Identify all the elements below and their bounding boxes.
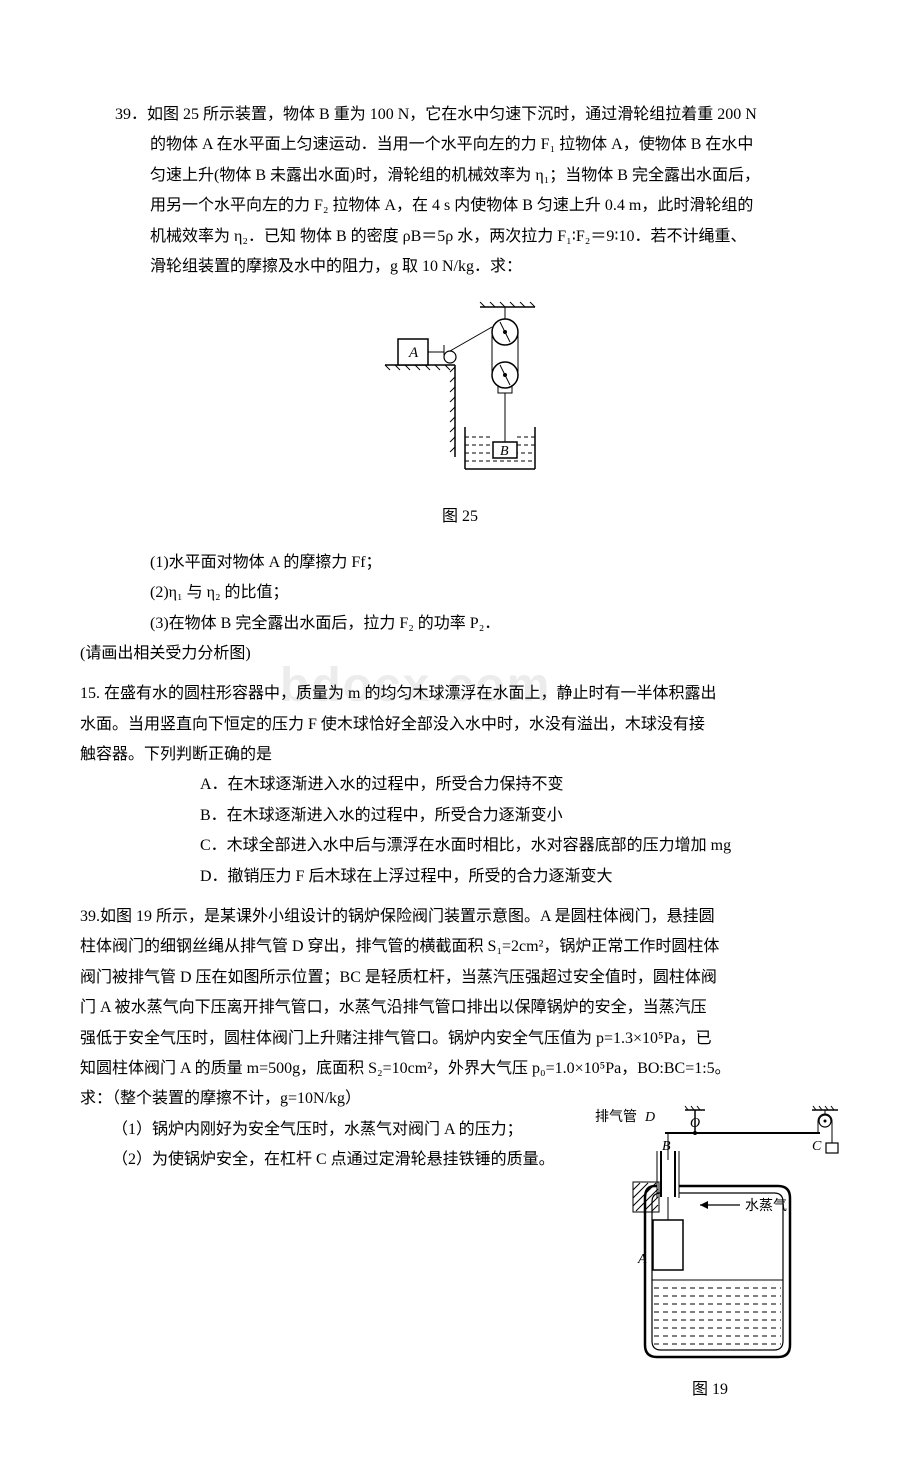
q39-text-l1: 如图 25 所示装置，物体 B 重为 100 N，它在水中匀速下沉时，通过滑轮组… (147, 106, 757, 123)
q39-line5: 机械效率为 η₂．已知 物体 B 的密度 ρB＝5ρ 水，两次拉力 F₁∶F₂＝… (80, 222, 840, 252)
figure-19: O B C 排气管 D (590, 1105, 840, 1375)
q39-line2: 的物体 A 在水平面上匀速运动．当用一个水平向左的力 F₁ 拉物体 A，使物体 … (80, 130, 840, 160)
q39b-line1: 39.如图 19 所示，是某课外小组设计的锅炉保险阀门装置示意图。A 是圆柱体阀… (80, 902, 840, 932)
q39-line3: 匀速上升(物体 B 未露出水面)时，滑轮组的机械效率为 η₁；当物体 B 完全露… (80, 161, 840, 191)
svg-text:O: O (690, 1116, 700, 1131)
q39-sub3: (3)在物体 B 完全露出水面后，拉力 F₂ 的功率 P₂． (80, 609, 840, 639)
problem-39b: 39.如图 19 所示，是某课外小组设计的锅炉保险阀门装置示意图。A 是圆柱体阀… (80, 902, 840, 1405)
q39b-line4: 门 A 被水蒸气向下压离开排气管口，水蒸气沿排气管口排出以保障锅炉的安全，当蒸汽… (80, 993, 840, 1023)
svg-text:水蒸气: 水蒸气 (745, 1198, 787, 1214)
q39-line1: 39．如图 25 所示装置，物体 B 重为 100 N，它在水中匀速下沉时，通过… (80, 100, 840, 130)
svg-text:D: D (644, 1110, 655, 1125)
q39-line6: 滑轮组装置的摩擦及水中的阻力，g 取 10 N/kg．求： (80, 252, 840, 282)
q15-line2: 水面。当用竖直向下恒定的压力 F 使木球恰好全部没入水中时，水没有溢出，木球没有… (80, 710, 840, 740)
q39b-line3: 阀门被排气管 D 压在如图所示位置；BC 是轻质杠杆，当蒸汽压强超过安全值时，圆… (80, 963, 840, 993)
q39-sub1: (1)水平面对物体 A 的摩擦力 Ff； (80, 548, 840, 578)
q39b-line6: 知圆柱体阀门 A 的质量 m=500g，底面积 S₂=10cm²，外界大气压 p… (80, 1054, 840, 1084)
svg-text:B: B (662, 1139, 671, 1154)
figure-25: A B (380, 297, 540, 497)
q15-text-l1: 在盛有水的圆柱形容器中，质量为 m 的均匀木球漂浮在水面上，静止时有一半体积露出 (104, 685, 716, 702)
problem-15: 15. 在盛有水的圆柱形容器中，质量为 m 的均匀木球漂浮在水面上，静止时有一半… (80, 679, 840, 892)
svg-text:C: C (812, 1139, 822, 1154)
q39-sub2: (2)η₁ 与 η₂ 的比值； (80, 578, 840, 608)
q39-note: (请画出相关受力分析图) (80, 639, 840, 669)
q39b-number: 39. (80, 908, 100, 925)
q39b-text-l1: 如图 19 所示，是某课外小组设计的锅炉保险阀门装置示意图。A 是圆柱体阀门，悬… (100, 908, 715, 925)
q15-number: 15. (80, 685, 104, 702)
svg-text:A: A (408, 345, 419, 361)
svg-text:B: B (500, 444, 509, 459)
svg-text:A: A (637, 1252, 647, 1267)
q39-line4: 用另一个水平向左的力 F₂ 拉物体 A，在 4 s 内使物体 B 匀速上升 0.… (80, 191, 840, 221)
q15-choice-b: B．在木球逐渐进入水的过程中，所受合力逐渐变小 (80, 801, 840, 831)
q39b-line2: 柱体阀门的细钢丝绳从排气管 D 穿出，排气管的横截面积 S₁=2cm²，锅炉正常… (80, 932, 840, 962)
problem-39: 39．如图 25 所示装置，物体 B 重为 100 N，它在水中匀速下沉时，通过… (80, 100, 840, 669)
figure-25-caption: 图 25 (80, 502, 840, 532)
svg-text:排气管: 排气管 (595, 1109, 637, 1125)
figure-25-container: A B 图 25 (80, 297, 840, 532)
q15-choice-d: D．撤销压力 F 后木球在上浮过程中，所受的合力逐渐变大 (80, 862, 840, 892)
q15-choice-c: C．木球全部进入水中后与漂浮在水面时相比，水对容器底部的压力增加 mg (80, 831, 840, 861)
q15-line3: 触容器。下列判断正确的是 (80, 740, 840, 770)
q15-choice-a: A．在木球逐渐进入水的过程中，所受合力保持不变 (80, 770, 840, 800)
q15-line1: 15. 在盛有水的圆柱形容器中，质量为 m 的均匀木球漂浮在水面上，静止时有一半… (80, 679, 840, 709)
q39b-line5: 强低于安全气压时，圆柱体阀门上升赌注排气管口。锅炉内安全气压值为 p=1.3×1… (80, 1024, 840, 1054)
q39-number: 39． (115, 106, 147, 123)
figure-19-container: O B C 排气管 D (580, 1105, 840, 1405)
